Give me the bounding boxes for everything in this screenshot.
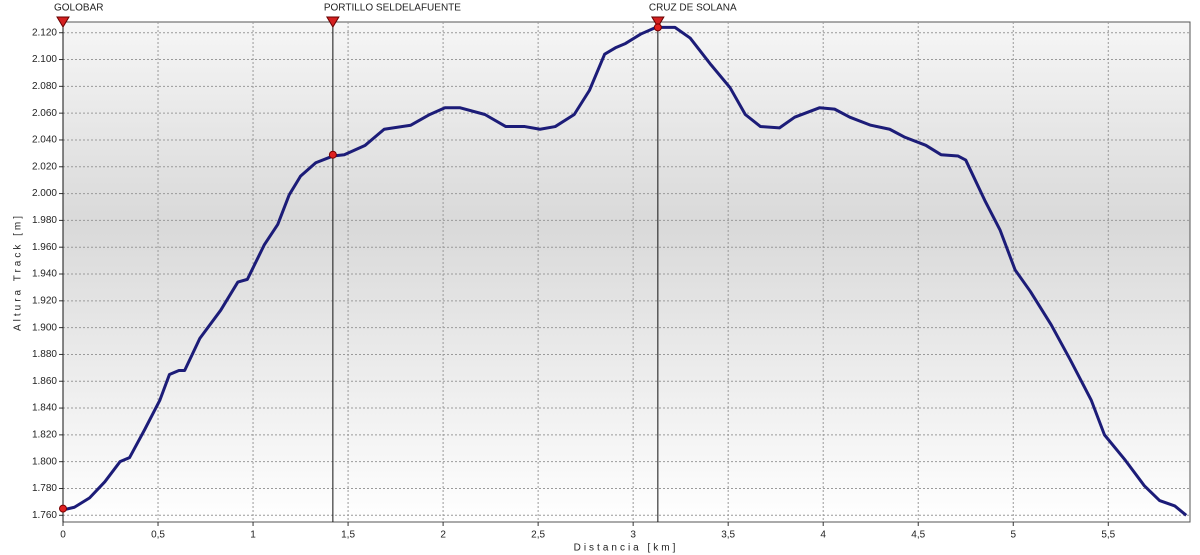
y-tick-label: 1.960 [32,242,57,253]
x-tick-label: 5 [1010,530,1016,541]
x-tick-label: 4,5 [911,530,925,541]
y-axis-label: Altura Track [m] [13,213,24,331]
x-tick-label: 0 [60,530,66,541]
y-tick-label: 1.980 [32,215,57,226]
waypoint-label: GOLOBAR [54,3,103,14]
waypoint-flag [56,16,70,28]
y-tick-label: 2.060 [32,108,57,119]
y-tick-label: 2.080 [32,81,57,92]
x-tick-label: 0,5 [151,530,165,541]
waypoint-dot [59,504,67,513]
waypoint-flag [650,16,665,28]
x-tick-label: 3,5 [721,530,735,541]
y-tick-label: 1.940 [32,269,57,280]
y-tick-label: 2.040 [32,135,57,146]
y-tick-label: 1.760 [32,510,57,521]
y-tick-label: 2.020 [32,161,57,172]
y-tick-label: 1.780 [32,483,57,494]
elevation-line [62,25,1188,517]
y-tick-label: 1.900 [32,322,57,333]
x-tick-label: 4 [820,530,826,541]
x-axis-label: Distancia [km] [574,543,679,554]
x-tick-label: 5,5 [1101,530,1115,541]
y-tick-label: 1.820 [32,430,57,441]
y-tick-label: 1.800 [32,456,57,467]
y-tick-label: 2.000 [32,188,57,199]
y-tick-label: 2.120 [32,27,57,38]
y-tick-label: 1.880 [32,349,57,360]
x-tick-label: 1,5 [341,530,355,541]
x-tick-label: 2,5 [531,530,545,541]
x-tick-label: 1 [250,530,256,541]
waypoint-label: PORTILLO SELDELAFUENTE [324,3,461,14]
plot-area [62,21,1191,523]
y-tick-label: 2.100 [32,54,57,65]
waypoint-dot [328,150,337,159]
waypoint-flag [325,16,340,28]
waypoint-dot [653,23,662,32]
waypoint-label: CRUZ DE SOLANA [649,3,737,14]
y-tick-label: 1.840 [32,403,57,414]
x-tick-label: 3 [630,530,636,541]
x-tick-label: 2 [440,530,446,541]
y-tick-label: 1.860 [32,376,57,387]
y-tick-label: 1.920 [32,295,57,306]
